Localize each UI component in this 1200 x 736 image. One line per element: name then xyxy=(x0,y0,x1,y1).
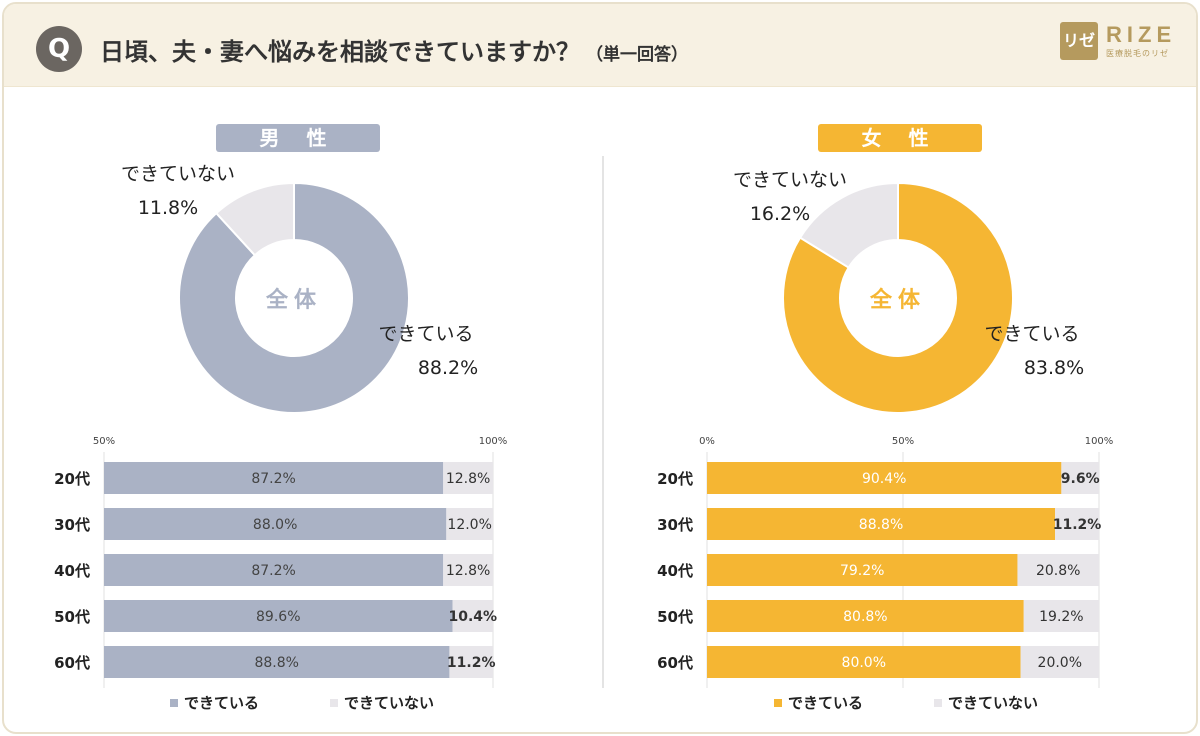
female-category-label: 50代 xyxy=(657,608,693,626)
female-bar-yes xyxy=(707,646,1021,678)
header: Q 日頃、夫・妻へ悩みを相談できていますか？ （単一回答） リゼ RIZE 医療脱… xyxy=(4,4,1196,87)
male-bar-no xyxy=(446,508,493,540)
male-bar-no-label: 12.8% xyxy=(446,563,490,579)
female-bar-no-label: 20.8% xyxy=(1036,563,1080,579)
male-bar-yes-label: 87.2% xyxy=(251,471,295,487)
female-bar-no xyxy=(1017,554,1099,586)
male-donut-center-label: 全体 xyxy=(265,287,322,313)
female-bar-yes-label: 90.4% xyxy=(862,471,906,487)
male-category-label: 30代 xyxy=(54,516,90,534)
female-category-label: 60代 xyxy=(657,654,693,672)
male-bar-no xyxy=(443,554,493,586)
female-category-label: 30代 xyxy=(657,516,693,534)
female-bar-no xyxy=(1061,462,1099,494)
female-axis-tick-label: 100% xyxy=(1085,436,1114,447)
male-bar-yes xyxy=(104,554,444,586)
male-category-label: 20代 xyxy=(54,470,90,488)
female-bar-no-label: 19.2% xyxy=(1039,609,1083,625)
male-legend-yes-label: できている xyxy=(184,694,259,712)
male-category-label: 40代 xyxy=(54,562,90,580)
male-bar-yes-label: 88.0% xyxy=(253,517,297,533)
male-panel-title: 男 性 xyxy=(216,124,380,152)
male-bar-no-label: 12.0% xyxy=(447,517,491,533)
male-bar-no xyxy=(452,600,493,632)
male-bar-yes xyxy=(104,600,453,632)
female-category-label: 20代 xyxy=(657,470,693,488)
male-axis-tick-label: 100% xyxy=(479,436,508,447)
male-legend-no-swatch xyxy=(330,699,338,707)
answer-type: （単一回答） xyxy=(586,45,688,65)
male-bar-no-label: 11.2% xyxy=(447,655,496,671)
female-bar-yes-label: 80.0% xyxy=(842,655,886,671)
male-legend-yes-swatch xyxy=(170,699,178,707)
female-bar-yes-label: 79.2% xyxy=(840,563,884,579)
female-axis-tick-label: 0% xyxy=(699,436,715,447)
male-bar-yes xyxy=(104,646,450,678)
male-category-label: 60代 xyxy=(54,654,90,672)
male-bar-yes-label: 87.2% xyxy=(251,563,295,579)
female-bar-yes xyxy=(707,554,1018,586)
male-donut-no-value: 11.8% xyxy=(138,197,198,219)
male-donut-no-label: できていない xyxy=(121,163,235,185)
female-bar-yes xyxy=(707,462,1062,494)
question-text: 日頃、夫・妻へ悩みを相談できていますか？ xyxy=(100,38,580,66)
male-legend-no-label: できていない xyxy=(344,694,434,712)
female-donut-yes-label: できている xyxy=(984,323,1079,345)
female-bar-yes xyxy=(707,600,1024,632)
female-donut-slice-yes xyxy=(782,181,1014,414)
female-legend-no-swatch xyxy=(934,699,942,707)
female-donut-no-label: できていない xyxy=(733,169,847,191)
female-legend-yes-swatch xyxy=(774,699,782,707)
male-bar-no-label: 12.8% xyxy=(446,471,490,487)
female-bar-no-label: 11.2% xyxy=(1053,517,1102,533)
female-panel-title: 女 性 xyxy=(818,124,982,152)
female-bar-yes xyxy=(707,508,1056,540)
male-bar-yes-label: 88.8% xyxy=(254,655,298,671)
female-donut-no-value: 16.2% xyxy=(750,203,810,225)
female-bar-no-label: 9.6% xyxy=(1061,471,1100,487)
question-title: 日頃、夫・妻へ悩みを相談できていますか？ （単一回答） xyxy=(100,32,688,67)
panel-divider xyxy=(602,156,604,688)
male-donut-slice-no xyxy=(214,181,295,257)
male-donut-yes-value: 88.2% xyxy=(418,357,478,379)
male-category-label: 50代 xyxy=(54,608,90,626)
female-category-label: 40代 xyxy=(657,562,693,580)
male-donut-slice-yes xyxy=(178,181,410,414)
male-axis-tick-label: 50% xyxy=(93,436,115,447)
female-bar-yes-label: 88.8% xyxy=(859,517,903,533)
male-donut-yes-label: できている xyxy=(378,323,473,345)
logo-subtitle: 医療脱毛のリゼ xyxy=(1106,49,1169,58)
female-bar-no xyxy=(1055,508,1099,540)
question-badge: Q xyxy=(36,26,82,72)
male-bar-no-label: 10.4% xyxy=(448,609,497,625)
male-bar-yes-label: 89.6% xyxy=(256,609,300,625)
logo-name: RIZE xyxy=(1106,22,1177,47)
female-bar-no xyxy=(1020,646,1099,678)
male-bar-no xyxy=(449,646,493,678)
female-axis-tick-label: 50% xyxy=(892,436,914,447)
male-bar-yes xyxy=(104,462,444,494)
female-bar-yes-label: 80.8% xyxy=(843,609,887,625)
female-donut-slice-no xyxy=(798,181,899,269)
female-legend-yes-label: できている xyxy=(788,694,863,712)
male-bar-no xyxy=(443,462,493,494)
female-legend-no-label: できていない xyxy=(948,694,1038,712)
female-bar-no-label: 20.0% xyxy=(1038,655,1082,671)
female-donut-yes-value: 83.8% xyxy=(1024,357,1084,379)
female-donut-center-label: 全体 xyxy=(869,287,926,313)
male-bar-yes xyxy=(104,508,447,540)
logo-mark: リゼ xyxy=(1060,22,1098,60)
female-bar-no xyxy=(1023,600,1099,632)
